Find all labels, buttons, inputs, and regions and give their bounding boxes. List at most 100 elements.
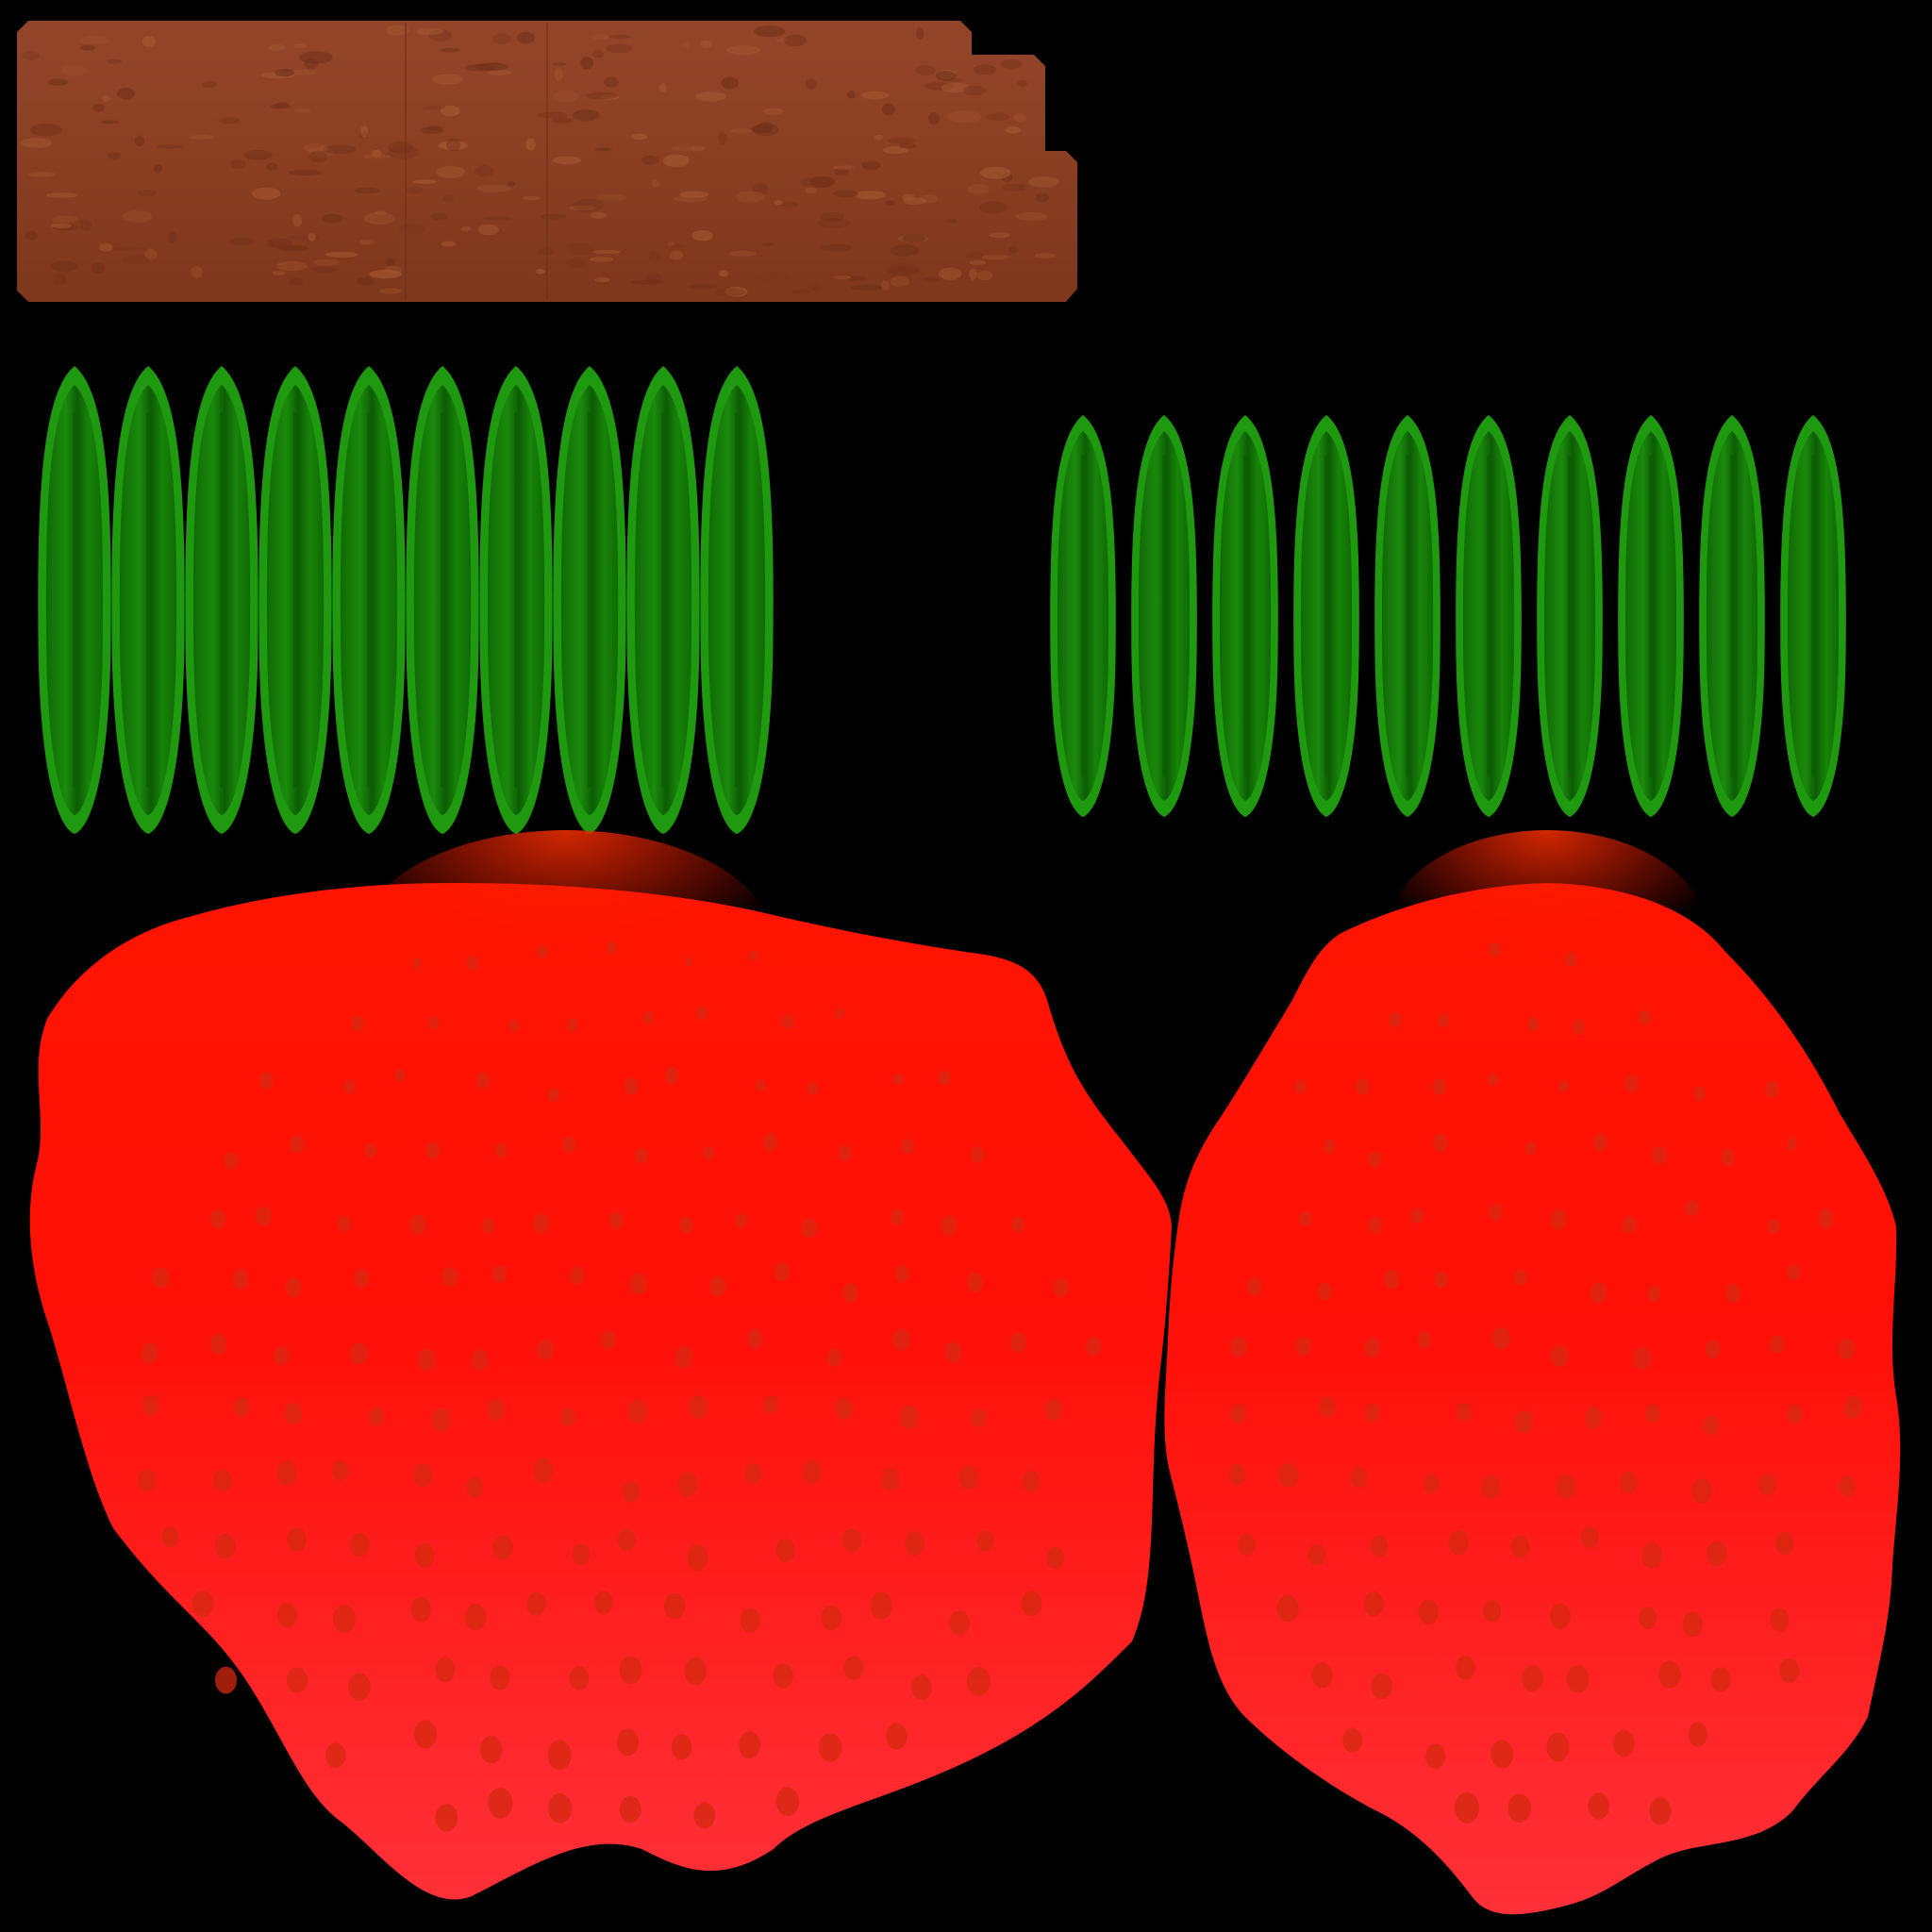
berry-seed (1507, 1793, 1531, 1824)
bark-speck (690, 145, 706, 152)
bark-speck (833, 275, 851, 280)
bark-speck (267, 238, 292, 249)
berry-seed (684, 1657, 708, 1686)
berry-seed (1779, 1657, 1800, 1684)
berry-seed (1641, 1542, 1663, 1569)
bark-speck (442, 195, 455, 203)
bark-speck (820, 211, 845, 222)
bark-speck (915, 65, 936, 75)
berry-seed (161, 1525, 179, 1548)
bark-speck (572, 109, 600, 122)
berry-seed (364, 1143, 376, 1158)
berry-seed (1838, 1338, 1856, 1360)
berry-seed (1278, 1462, 1299, 1488)
bark-speck (25, 230, 38, 241)
berry-seed (1488, 1073, 1498, 1087)
bark-speck (474, 165, 494, 177)
berry-seed (949, 1610, 970, 1636)
berry-seed (1638, 1009, 1651, 1025)
sepal-leaf (1131, 415, 1197, 817)
berry-seed (911, 1674, 932, 1701)
bark-speck (79, 44, 95, 51)
berry-seed (1438, 1013, 1450, 1028)
bark-speck (538, 111, 568, 119)
berry-seed (1276, 1594, 1299, 1623)
bark-speck (406, 186, 424, 194)
berry-seed (1370, 1535, 1389, 1557)
bark-speck (631, 279, 665, 285)
berry-seed (1550, 1344, 1569, 1368)
sepal-leaf (553, 366, 626, 834)
bark-speck (761, 242, 774, 247)
berry-seed (414, 1542, 435, 1568)
sepal-leaf (479, 366, 553, 834)
berry-seed (1566, 1665, 1590, 1693)
berry-seed (1417, 1331, 1431, 1349)
berry-seed (350, 1342, 368, 1365)
berry-seed (685, 957, 693, 967)
berry-seed (892, 1328, 910, 1351)
bark-speck (190, 266, 203, 278)
bark-speck (648, 250, 661, 264)
sepal-leaf (111, 366, 185, 834)
bark-speck (591, 211, 608, 219)
berry-seed (533, 1213, 549, 1233)
bark-speck (717, 132, 727, 144)
berry-seed (893, 1073, 904, 1086)
bark-speck (855, 191, 887, 200)
berry-seed (488, 1788, 513, 1819)
bark-speck (304, 58, 318, 70)
bark-speck (969, 268, 977, 280)
berry-seed (1590, 1282, 1607, 1304)
bark-speck (384, 265, 402, 275)
bark-speck (969, 260, 987, 265)
bark-speck (846, 91, 856, 99)
berry-seed (693, 1802, 716, 1829)
berry-seed (904, 1530, 924, 1557)
bark-speck (374, 210, 387, 215)
bark-speck (985, 112, 1009, 122)
berry-seed (348, 1673, 371, 1701)
berry-left-shape (29, 883, 1173, 1900)
berry-seed (1550, 1209, 1567, 1230)
berry-seed (1565, 952, 1577, 967)
berry-seed (773, 1663, 793, 1689)
bark-speck (1019, 183, 1028, 192)
bark-speck (168, 231, 176, 243)
berry-seed (1682, 1611, 1704, 1638)
bark-speck (890, 276, 910, 287)
berry-seed (215, 1533, 236, 1559)
berry-seed (1324, 1139, 1336, 1154)
berry-seed (1580, 1526, 1599, 1549)
berry-seed (1247, 1277, 1262, 1296)
berry-seed (142, 1394, 159, 1417)
bark-speck (308, 233, 316, 242)
berry-seed (351, 1015, 365, 1032)
berry-seed (284, 1402, 303, 1425)
berry-seed (642, 1011, 654, 1024)
bark-speck (388, 146, 420, 159)
berry-seed (1688, 1722, 1708, 1747)
bark-speck (606, 43, 633, 54)
bark-speck (134, 135, 144, 147)
berry-seed (1619, 1471, 1638, 1494)
berry-seed (1787, 1404, 1803, 1424)
bark-speck (565, 242, 595, 256)
berry-seed (325, 1742, 346, 1769)
bark-speck (888, 137, 916, 144)
bark-speck (687, 284, 719, 290)
bark-speck (943, 78, 964, 83)
bark-speck (861, 160, 881, 170)
berry-seed (1311, 1662, 1333, 1689)
berry-seed (821, 1605, 841, 1631)
bark-speck (22, 50, 41, 61)
berry-seed (835, 1008, 844, 1020)
bark-speck (553, 90, 579, 103)
bark-speck (882, 103, 895, 116)
bark-speck (899, 142, 917, 149)
berry-seed (1633, 1347, 1652, 1370)
bark-speck (363, 212, 396, 225)
bark-speck (538, 248, 555, 256)
bark-speck (92, 103, 105, 112)
bark-speck (981, 255, 1009, 260)
